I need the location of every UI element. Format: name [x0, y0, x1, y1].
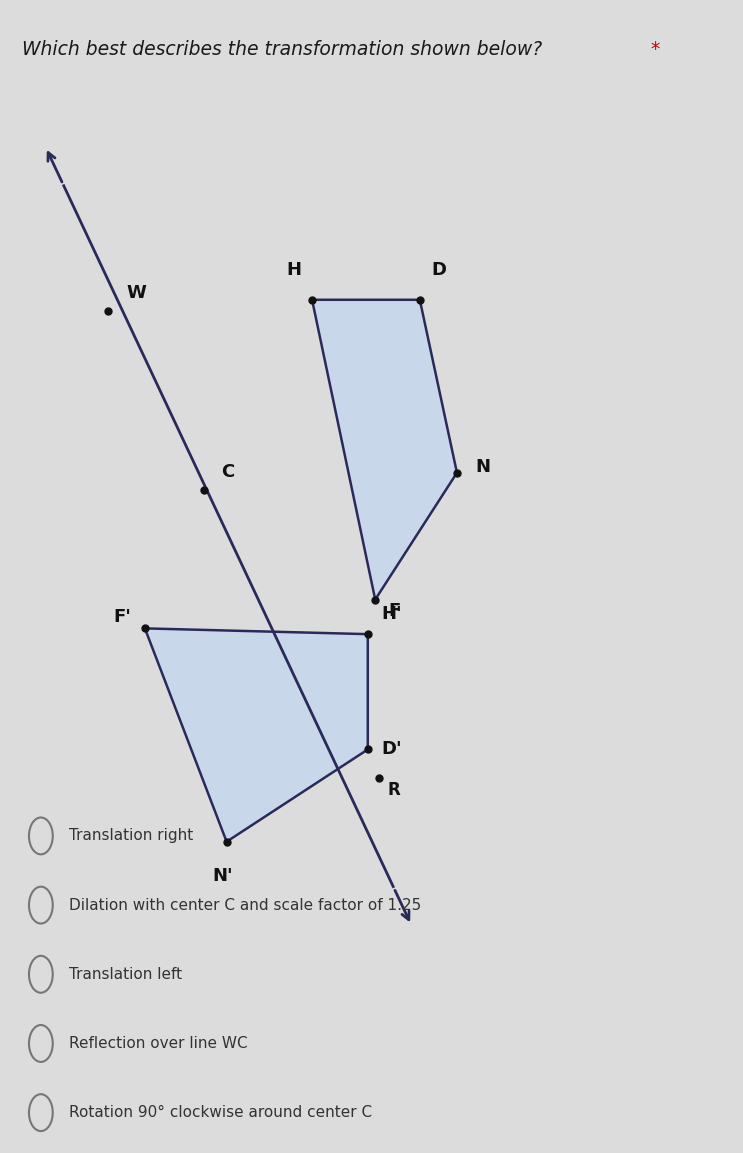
Text: Dilation with center C and scale factor of 1.25: Dilation with center C and scale factor … — [69, 897, 421, 913]
Text: F': F' — [114, 608, 132, 626]
Text: Translation left: Translation left — [69, 966, 182, 982]
Text: *: * — [650, 40, 659, 59]
Text: W: W — [126, 284, 146, 302]
Text: D': D' — [381, 740, 402, 759]
Text: H: H — [286, 261, 301, 279]
Text: H': H' — [381, 604, 402, 623]
Text: Rotation 90° clockwise around center C: Rotation 90° clockwise around center C — [69, 1105, 372, 1121]
Text: R: R — [388, 781, 400, 799]
Polygon shape — [312, 300, 457, 600]
Text: N': N' — [212, 867, 233, 886]
Text: D: D — [431, 261, 446, 279]
Text: F: F — [389, 602, 400, 620]
Text: C: C — [221, 462, 234, 481]
Text: Translation right: Translation right — [69, 828, 193, 844]
Text: Which best describes the transformation shown below?: Which best describes the transformation … — [22, 40, 542, 59]
Polygon shape — [145, 628, 368, 842]
Text: N: N — [476, 458, 490, 476]
Text: Reflection over line WC: Reflection over line WC — [69, 1035, 247, 1052]
